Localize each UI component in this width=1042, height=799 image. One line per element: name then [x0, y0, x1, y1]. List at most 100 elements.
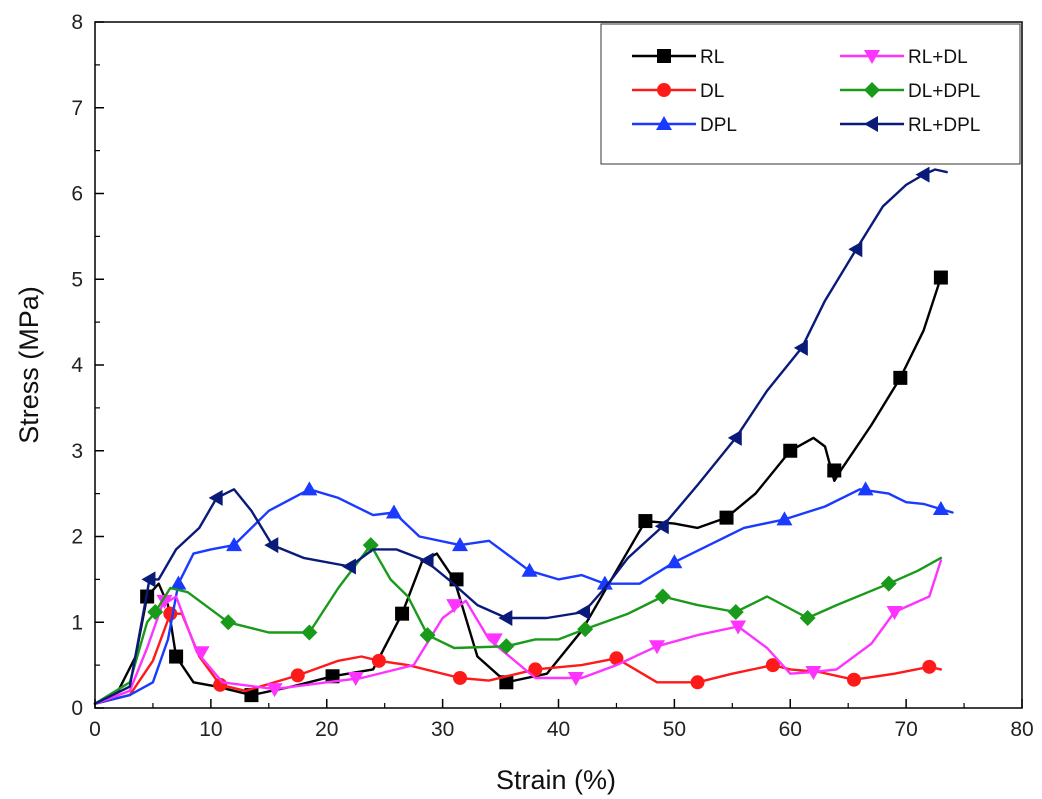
data-point-dpl — [385, 504, 402, 519]
data-point-dpl — [521, 562, 538, 577]
x-axis-title: Strain (%) — [496, 765, 616, 795]
data-point-dl — [453, 670, 468, 685]
y-tick-label: 1 — [71, 611, 83, 634]
x-tick-label: 70 — [894, 718, 917, 741]
data-point-dl-plus-dpl — [419, 627, 436, 644]
legend-marker-rl-plus-dpl — [864, 116, 878, 132]
data-point-dpl — [932, 501, 949, 516]
series-line-rl — [93, 276, 943, 705]
data-point-rl-plus-dpl — [208, 489, 223, 506]
data-point-dl — [922, 659, 937, 674]
y-tick-label: 0 — [71, 697, 83, 720]
x-tick-label: 80 — [1010, 718, 1033, 741]
x-tick-label: 50 — [663, 718, 686, 741]
data-point-rl-plus-dpl — [341, 558, 356, 575]
legend-label-rl-plus-dl: RL+DL — [908, 47, 968, 68]
data-point-rl — [449, 572, 464, 587]
y-tick-label: 5 — [71, 268, 83, 291]
data-point-rl — [325, 669, 340, 684]
data-point-rl-plus-dl — [156, 594, 173, 609]
legend: RL DL DPL RL+DL DL+DPL RL+DPL — [600, 23, 1021, 165]
data-point-dl — [528, 662, 543, 677]
data-point-rl-plus-dl — [648, 640, 665, 655]
series-line-rl-plus-dpl — [93, 168, 948, 705]
axes-layer: 0 10 20 30 40 50 60 70 80 0 1 2 3 4 5 6 7 8 — [71, 11, 1033, 741]
y-tick-label: 2 — [71, 526, 83, 549]
x-tick-label: 60 — [779, 718, 802, 741]
data-point-dl-plus-dpl — [498, 638, 515, 655]
data-point-dpl — [226, 537, 243, 552]
y-tick-label: 7 — [71, 97, 83, 120]
data-point-dpl — [776, 511, 793, 526]
data-point-rl-plus-dl — [347, 671, 364, 686]
legend-item-dl: DL — [632, 81, 724, 102]
data-point-rl-plus-dl — [567, 671, 584, 686]
x-tick-label: 40 — [547, 718, 570, 741]
series-rl-plus-dl — [93, 559, 943, 705]
legend-marker-dl — [657, 83, 671, 97]
data-point-rl-plus-dpl — [498, 609, 513, 626]
series-line-dl-plus-dpl — [93, 543, 943, 705]
y-tick-label: 8 — [71, 11, 83, 34]
data-point-rl-plus-dpl — [654, 518, 669, 535]
data-point-rl-plus-dpl — [915, 166, 930, 183]
data-point-rl-plus-dpl — [575, 603, 590, 620]
data-point-dl-plus-dpl — [220, 614, 237, 631]
data-point-rl-plus-dl — [486, 633, 503, 648]
series-dl-plus-dpl — [93, 537, 943, 705]
legend-item-dl-plus-dpl: DL+DPL — [840, 81, 980, 102]
data-point-dpl — [596, 575, 613, 590]
series-rl — [93, 270, 948, 705]
data-point-rl-plus-dl — [730, 620, 747, 635]
series-line-rl-plus-dl — [93, 559, 943, 705]
data-point-rl-plus-dpl — [793, 339, 808, 356]
series-rl-plus-dpl — [93, 166, 948, 705]
legend-marker-rl — [657, 49, 671, 63]
data-point-rl — [933, 270, 948, 285]
data-point-dl — [163, 606, 178, 621]
data-point-rl-plus-dpl — [141, 571, 156, 588]
x-tick-label: 20 — [315, 718, 338, 741]
data-point-dpl — [301, 481, 318, 496]
data-point-rl-plus-dl — [805, 665, 822, 680]
data-point-rl-plus-dpl — [848, 241, 863, 258]
x-tick-label: 10 — [199, 718, 222, 741]
legend-label-dpl: DPL — [700, 115, 737, 136]
data-point-rl — [638, 514, 653, 529]
data-point-rl-plus-dl — [886, 605, 903, 620]
data-point-rl — [827, 463, 842, 478]
data-point-dl-plus-dpl — [880, 575, 897, 592]
legend-marker-dpl — [656, 116, 672, 130]
data-point-rl-plus-dl — [266, 683, 283, 698]
legend-marker-dl-plus-dpl — [864, 82, 880, 98]
legend-label-dl-plus-dpl: DL+DPL — [908, 81, 980, 102]
data-point-rl — [169, 649, 184, 664]
data-point-rl — [893, 370, 908, 385]
y-tick-label: 4 — [71, 354, 83, 377]
data-point-dpl — [857, 481, 874, 496]
data-point-rl — [395, 606, 410, 621]
data-point-dl-plus-dpl — [727, 603, 744, 620]
data-point-rl-plus-dpl — [419, 552, 434, 569]
legend-label-dl: DL — [700, 81, 724, 102]
data-point-dl — [609, 651, 624, 666]
data-point-dl-plus-dpl — [301, 624, 318, 641]
data-point-dpl — [666, 554, 683, 569]
legend-label-rl: RL — [700, 47, 724, 68]
x-tick-label: 30 — [431, 718, 454, 741]
data-point-dl-plus-dpl — [147, 603, 164, 620]
data-point-dl — [690, 675, 705, 690]
x-tick-label: 0 — [89, 718, 101, 741]
legend-item-rl: RL — [632, 47, 724, 68]
data-point-dl-plus-dpl — [577, 621, 594, 638]
legend-label-rl-plus-dpl: RL+DPL — [908, 115, 980, 136]
data-point-dl — [290, 668, 305, 683]
data-point-dl — [765, 658, 780, 673]
series-line-dpl — [93, 488, 954, 705]
legend-item-rl-plus-dpl: RL+DPL — [840, 115, 980, 136]
data-point-rl — [499, 675, 514, 690]
data-point-dl-plus-dpl — [654, 588, 671, 605]
data-point-dpl — [452, 537, 469, 552]
y-tick-label: 6 — [71, 183, 83, 206]
